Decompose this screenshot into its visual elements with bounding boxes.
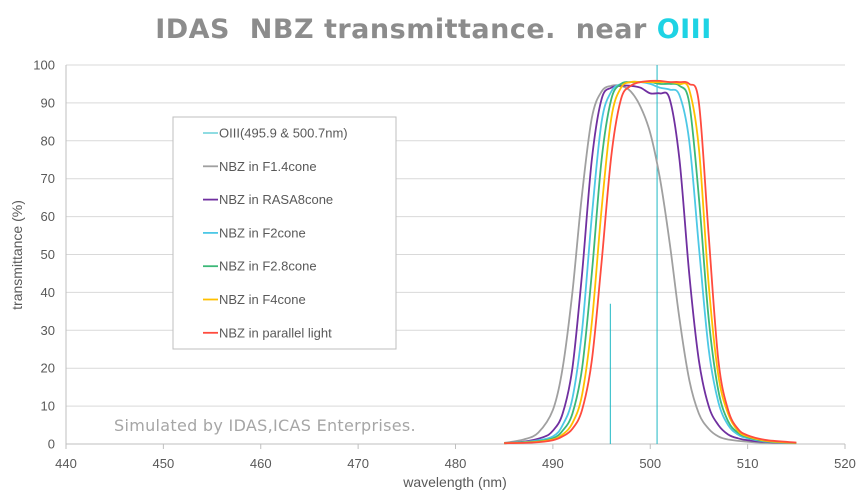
y-axis-label: transmittance (%): [9, 200, 25, 310]
series-line-5: [504, 80, 797, 445]
x-tick-label-500: 500: [639, 456, 661, 471]
emission-lines: [609, 65, 658, 444]
x-tick-label-480: 480: [445, 456, 467, 471]
chart-title-prefix: IDAS NBZ transmittance. near: [155, 14, 657, 45]
series-line-6: [504, 79, 797, 445]
x-tick-label-450: 450: [153, 456, 175, 471]
series-line-3: [504, 80, 797, 445]
x-axis-label: wavelength (nm): [402, 474, 507, 490]
x-tick-label-460: 460: [250, 456, 272, 471]
x-tick-label-520: 520: [834, 456, 856, 471]
y-tick-label-30: 30: [41, 323, 55, 338]
legend: OIII(495.9 & 500.7nm) NBZ in F1.4cone NBZ …: [172, 116, 397, 350]
legend-entry-6: NBZ in parallel light: [219, 325, 332, 340]
y-tick-label-90: 90: [41, 95, 55, 110]
legend-entry-4: NBZ in F2.8cone: [219, 259, 317, 274]
y-tick-label-80: 80: [41, 133, 55, 148]
chart-title-highlight: OIII: [656, 14, 712, 45]
x-tick-label-490: 490: [542, 456, 564, 471]
y-tick-label-100: 100: [33, 58, 55, 73]
x-tick-label-440: 440: [55, 456, 77, 471]
chart-title: IDAS NBZ transmittance. near OIII: [0, 14, 867, 45]
legend-entry-5: NBZ in F4cone: [219, 292, 306, 307]
series-line-2: [504, 84, 797, 445]
y-tick-label-10: 10: [41, 399, 55, 414]
y-tick-label-0: 0: [48, 437, 55, 452]
x-tick-label-470: 470: [347, 456, 369, 471]
simulation-credit-annotation: Simulated by IDAS,ICAS Enterprises.: [114, 416, 416, 435]
y-tick-label-40: 40: [41, 285, 55, 300]
y-tick-label-70: 70: [41, 171, 55, 186]
y-axis-ticks: 0 10 20 30 40 50 60 70 80 90 100: [33, 58, 55, 452]
legend-entry-1: NBZ in F1.4cone: [219, 159, 317, 174]
legend-entry-0: OIII(495.9 & 500.7nm): [219, 126, 348, 141]
x-tick-label-510: 510: [737, 456, 759, 471]
y-tick-label-50: 50: [41, 247, 55, 262]
x-axis-ticks: 440 450 460 470 480 490 500 510 520: [55, 444, 856, 471]
legend-entry-2: NBZ in RASA8cone: [219, 192, 333, 207]
y-tick-label-20: 20: [41, 361, 55, 376]
series-line-1: [504, 84, 797, 445]
series-lines: [504, 79, 797, 445]
legend-entry-3: NBZ in F2cone: [219, 225, 306, 240]
y-tick-label-60: 60: [41, 209, 55, 224]
